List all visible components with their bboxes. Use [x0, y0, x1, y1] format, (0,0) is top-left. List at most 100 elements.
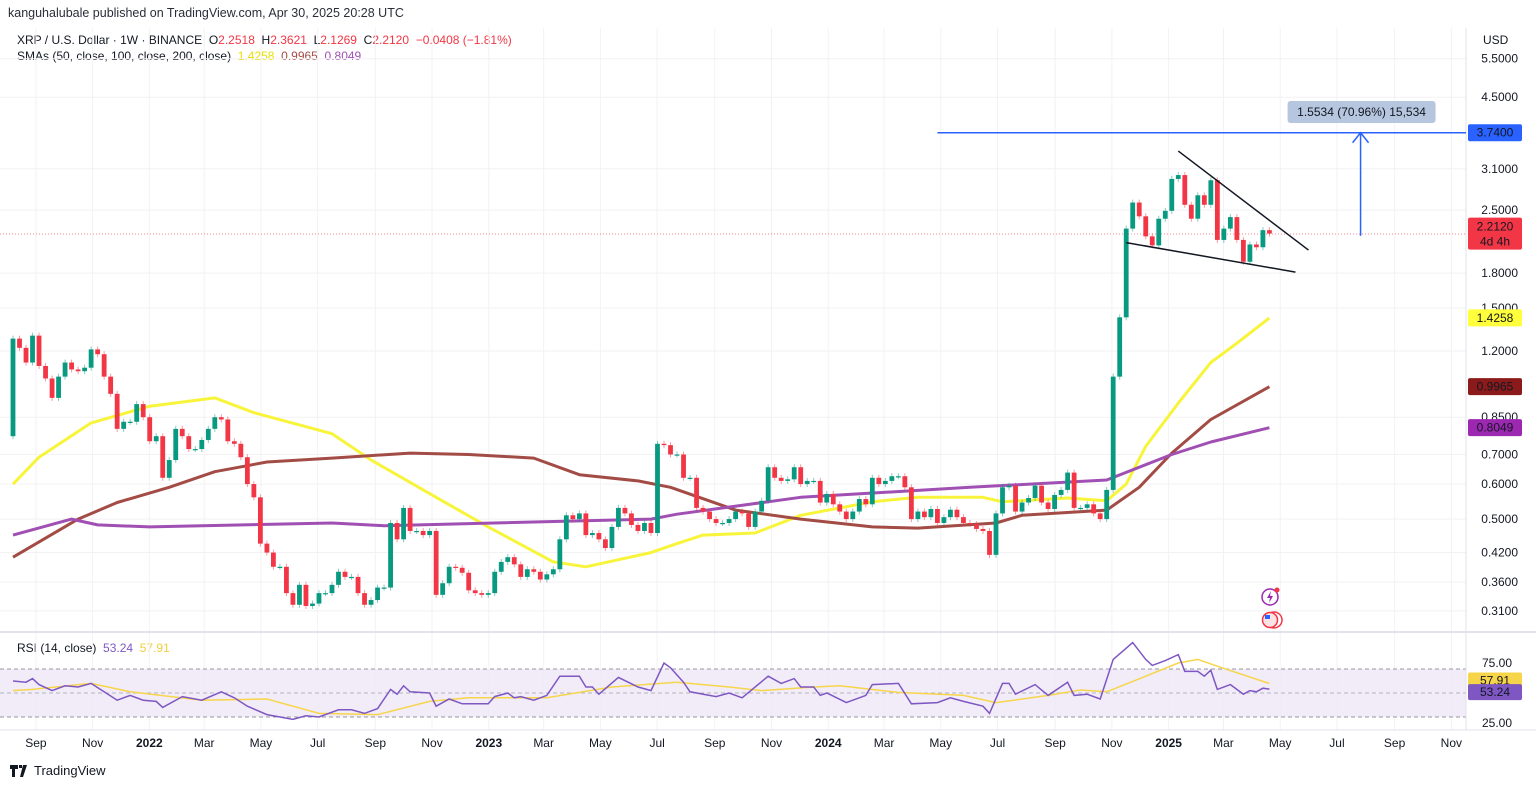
- time-tick-label: 2025: [1155, 736, 1182, 750]
- candle-down: [218, 417, 224, 420]
- us-flag-event-icon[interactable]: [1265, 611, 1283, 629]
- candle-up: [375, 587, 380, 601]
- candle-up: [56, 376, 61, 398]
- sma50-badge-text: 1.4258: [1477, 311, 1514, 325]
- time-tick-label: Sep: [1384, 736, 1406, 750]
- candle-up: [1156, 218, 1162, 246]
- candle-down: [264, 543, 270, 553]
- wedge-upper-trendline[interactable]: [1177, 150, 1309, 251]
- time-tick-label: Nov: [1441, 736, 1462, 750]
- candle-down: [967, 522, 973, 525]
- candle-up: [388, 522, 393, 588]
- candle-down: [772, 467, 778, 478]
- candle-down: [531, 569, 537, 572]
- candle-up: [1052, 494, 1057, 509]
- candle-up: [336, 571, 341, 585]
- target-price-badge[interactable]: [1468, 124, 1522, 142]
- candle-up: [1175, 175, 1181, 179]
- open-label: O: [208, 33, 219, 47]
- candle-up: [1221, 228, 1227, 240]
- candle-up: [1247, 244, 1253, 262]
- target-price-badge-text: 3.7400: [1477, 126, 1514, 140]
- rsi-lines: [12, 641, 1270, 721]
- drawings[interactable]: 1.5534 (70.96%) 15,534: [937, 101, 1466, 273]
- candle-down: [922, 511, 927, 518]
- price-axis[interactable]: 5.5000 4.5000 3.1000 2.5000 1.8000 1.5000 1.20…: [1468, 52, 1522, 730]
- candle-up: [1123, 228, 1129, 318]
- price-tick-label: 2.5000: [1481, 203, 1518, 217]
- sma100-badge[interactable]: [1468, 378, 1522, 396]
- candle-down: [1045, 502, 1051, 509]
- last-price-badge[interactable]: [1468, 217, 1522, 250]
- candle-down: [1097, 513, 1103, 520]
- rsi-badge[interactable]: [1468, 684, 1522, 701]
- candle-down: [980, 528, 986, 531]
- candle-up: [62, 362, 68, 377]
- rsi-ma-badge[interactable]: [1468, 672, 1522, 689]
- candle-down: [420, 530, 426, 536]
- candle-down: [238, 443, 244, 458]
- candle-down: [101, 354, 107, 377]
- rsi-title[interactable]: RSI (14, close): [17, 641, 97, 655]
- candle-up: [589, 533, 595, 536]
- candle-up: [889, 476, 895, 481]
- candle-up: [791, 467, 797, 480]
- rsi-badge-text: 53.24: [1480, 685, 1510, 699]
- candle-down: [681, 454, 686, 478]
- candle-down: [271, 552, 276, 567]
- candle-up: [134, 404, 140, 422]
- candle-down: [974, 524, 979, 529]
- candle-up: [759, 500, 765, 512]
- candle-down: [95, 349, 101, 355]
- candle-down: [537, 571, 543, 580]
- candle-up: [811, 480, 817, 483]
- wedge-lower-trendline[interactable]: [1126, 241, 1296, 273]
- time-tick-label: Sep: [365, 736, 387, 750]
- sma-legend-title[interactable]: SMAs (50, close, 100, close, 200, close): [17, 49, 232, 63]
- candle-up: [1130, 202, 1136, 229]
- time-axis[interactable]: Sep Nov 2022 Mar May Jul Sep Nov 2023 Mar May Jul Se…: [25, 736, 1462, 750]
- candle-down: [648, 522, 654, 534]
- candle-up: [928, 508, 934, 518]
- candle-up: [720, 522, 725, 525]
- sma100-badge-text: 0.9965: [1477, 380, 1514, 394]
- sma200-badge[interactable]: [1468, 419, 1522, 437]
- price-tick-label: 1.2000: [1481, 344, 1518, 358]
- candle-down: [472, 590, 478, 594]
- tradingview-logo[interactable]: TradingView: [10, 763, 106, 778]
- candle-up: [850, 511, 856, 520]
- measure-label: 1.5534 (70.96%) 15,534: [1297, 105, 1426, 119]
- candle-down: [290, 593, 296, 605]
- sma50-badge[interactable]: [1468, 309, 1522, 327]
- currency-label[interactable]: USD: [1483, 33, 1509, 47]
- candle-up: [10, 338, 16, 437]
- candle-down: [303, 584, 309, 606]
- candle-down: [837, 504, 843, 512]
- candle-up: [550, 569, 556, 575]
- candle-down: [817, 480, 823, 503]
- symbol-legend: XRP / U.S. Dollar · 1W · BINANCE O2.2518…: [17, 33, 512, 47]
- candle-down: [629, 513, 634, 525]
- candle-down: [160, 436, 166, 478]
- candle-up: [121, 421, 127, 429]
- candle-up: [349, 576, 354, 579]
- candle-up: [505, 557, 511, 562]
- candle-down: [1240, 239, 1246, 262]
- symbol-title[interactable]: XRP / U.S. Dollar · 1W · BINANCE: [17, 33, 203, 47]
- measure-label-box[interactable]: [1287, 101, 1436, 123]
- price-tick-label: 5.5000: [1481, 52, 1518, 66]
- candle-down: [1234, 217, 1240, 240]
- rsi-legend: RSI (14, close) 53.24 57.91: [17, 641, 170, 655]
- high-value: 2.3621: [270, 33, 307, 47]
- candle-up: [88, 349, 94, 368]
- time-tick-label: Nov: [1101, 736, 1122, 750]
- candle-up: [687, 477, 693, 479]
- candle-up: [1032, 485, 1038, 499]
- price-tick-label: 1.5000: [1481, 301, 1518, 315]
- candle-down: [622, 507, 628, 514]
- candle-down: [453, 566, 459, 568]
- candle-down: [1214, 180, 1220, 240]
- ideas-event-icon[interactable]: [1261, 588, 1279, 606]
- event-icons[interactable]: [1261, 587, 1283, 629]
